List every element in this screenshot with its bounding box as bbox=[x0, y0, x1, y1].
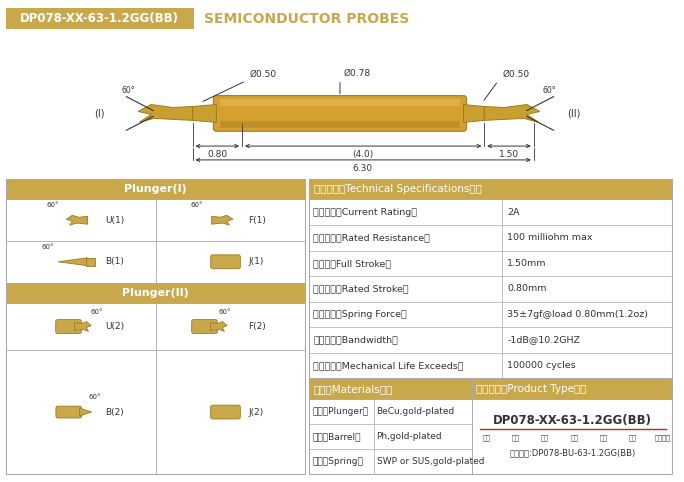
Polygon shape bbox=[58, 258, 88, 266]
Text: 额定电流（Current Rating）: 额定电流（Current Rating） bbox=[313, 208, 417, 217]
Text: 材质（Materials）：: 材质（Materials）： bbox=[313, 384, 393, 394]
Text: Ø0.78: Ø0.78 bbox=[344, 69, 371, 78]
Polygon shape bbox=[464, 105, 484, 122]
Text: 频率带宽（Bandwidth）: 频率带宽（Bandwidth） bbox=[313, 335, 398, 345]
Text: 针头材质: 针头材质 bbox=[655, 434, 670, 441]
Text: DP078-XX-63-1.2GG(BB): DP078-XX-63-1.2GG(BB) bbox=[493, 414, 652, 427]
Text: (I): (I) bbox=[94, 108, 105, 119]
Text: 额定行程（Rated Stroke）: 额定行程（Rated Stroke） bbox=[313, 284, 409, 294]
Text: SEMICONDUCTOR PROBES: SEMICONDUCTOR PROBES bbox=[205, 12, 410, 26]
FancyBboxPatch shape bbox=[211, 255, 240, 268]
Text: 60°: 60° bbox=[46, 202, 59, 208]
Polygon shape bbox=[211, 215, 233, 225]
Text: 60°: 60° bbox=[219, 308, 231, 315]
Text: 1.50mm: 1.50mm bbox=[507, 259, 547, 268]
Text: J(2): J(2) bbox=[248, 408, 263, 416]
Polygon shape bbox=[75, 321, 91, 332]
Text: 100 milliohm max: 100 milliohm max bbox=[507, 233, 592, 242]
Polygon shape bbox=[211, 321, 227, 332]
Text: 满行程（Full Stroke）: 满行程（Full Stroke） bbox=[313, 259, 391, 268]
Text: 额定电阻（Rated Resistance）: 额定电阻（Rated Resistance） bbox=[313, 233, 430, 242]
FancyBboxPatch shape bbox=[211, 405, 240, 419]
Text: F(1): F(1) bbox=[248, 216, 266, 225]
Bar bbox=[5, 179, 305, 474]
Text: 规格: 规格 bbox=[512, 434, 520, 441]
Text: Plunger(II): Plunger(II) bbox=[122, 288, 189, 298]
Polygon shape bbox=[79, 408, 92, 416]
Text: U(2): U(2) bbox=[105, 322, 124, 331]
Text: 0.80: 0.80 bbox=[207, 150, 227, 159]
Text: 6.30: 6.30 bbox=[353, 164, 373, 173]
Bar bbox=[309, 179, 672, 474]
Text: 弹力: 弹力 bbox=[600, 434, 607, 441]
Text: 技术要求（Technical Specifications）：: 技术要求（Technical Specifications）： bbox=[314, 184, 482, 194]
Text: 0.80mm: 0.80mm bbox=[507, 284, 547, 294]
FancyBboxPatch shape bbox=[55, 320, 81, 334]
Polygon shape bbox=[138, 105, 193, 122]
Text: SWP or SUS,gold-plated: SWP or SUS,gold-plated bbox=[377, 457, 484, 467]
Text: (4.0): (4.0) bbox=[352, 150, 373, 159]
Text: 系列: 系列 bbox=[482, 434, 490, 441]
Text: 额定弹力（Spring Force）: 额定弹力（Spring Force） bbox=[313, 310, 407, 319]
Bar bbox=[220, 121, 460, 128]
Text: 针管（Barrel）: 针管（Barrel） bbox=[313, 432, 360, 442]
Bar bbox=[5, 8, 194, 29]
Polygon shape bbox=[484, 105, 540, 122]
Text: 100000 cycles: 100000 cycles bbox=[507, 361, 576, 370]
Text: -1dB@10.2GHZ: -1dB@10.2GHZ bbox=[507, 335, 580, 345]
Text: B(1): B(1) bbox=[105, 257, 124, 266]
Bar bbox=[309, 179, 672, 200]
Text: 60°: 60° bbox=[88, 394, 101, 400]
Text: 成品型号（Product Type）：: 成品型号（Product Type）： bbox=[477, 384, 587, 394]
Text: 针头（Plunger）: 针头（Plunger） bbox=[313, 407, 369, 416]
Text: 镜金: 镜金 bbox=[629, 434, 637, 441]
Polygon shape bbox=[66, 215, 88, 225]
Text: 测试寿命（Mechanical Life Exceeds）: 测试寿命（Mechanical Life Exceeds） bbox=[313, 361, 464, 370]
Text: 订购举例:DP078-BU-63-1.2GG(BB): 订购举例:DP078-BU-63-1.2GG(BB) bbox=[509, 448, 635, 457]
Text: F(2): F(2) bbox=[248, 322, 266, 331]
Text: 60°: 60° bbox=[191, 202, 203, 208]
Polygon shape bbox=[86, 258, 96, 266]
Text: 60°: 60° bbox=[542, 86, 556, 94]
Bar bbox=[309, 378, 473, 399]
FancyBboxPatch shape bbox=[213, 95, 466, 131]
Text: Plunger(I): Plunger(I) bbox=[124, 184, 187, 194]
Text: 总长: 总长 bbox=[570, 434, 578, 441]
Text: 1.50: 1.50 bbox=[499, 150, 519, 159]
Bar bbox=[5, 282, 305, 303]
Text: U(1): U(1) bbox=[105, 216, 124, 225]
Text: (II): (II) bbox=[568, 108, 581, 119]
Text: 2A: 2A bbox=[507, 208, 520, 217]
Text: 60°: 60° bbox=[90, 308, 103, 315]
Text: Ø0.50: Ø0.50 bbox=[250, 70, 277, 79]
Bar bbox=[220, 99, 460, 106]
Text: BeCu,gold-plated: BeCu,gold-plated bbox=[377, 407, 455, 416]
FancyBboxPatch shape bbox=[192, 320, 218, 334]
FancyBboxPatch shape bbox=[56, 406, 81, 418]
Bar bbox=[473, 378, 672, 399]
Text: Ø0.50: Ø0.50 bbox=[502, 70, 529, 79]
Text: 头型: 头型 bbox=[541, 434, 549, 441]
Text: DP078-XX-63-1.2GG(BB): DP078-XX-63-1.2GG(BB) bbox=[20, 12, 179, 25]
Polygon shape bbox=[193, 105, 216, 122]
Text: J(1): J(1) bbox=[248, 257, 263, 266]
Text: B(2): B(2) bbox=[105, 408, 124, 416]
Text: 弹簧（Spring）: 弹簧（Spring） bbox=[313, 457, 363, 467]
Text: 60°: 60° bbox=[41, 244, 53, 250]
Bar bbox=[5, 179, 305, 200]
Text: Ph,gold-plated: Ph,gold-plated bbox=[377, 432, 442, 442]
Text: 35±7gf@load 0.80mm(1.2oz): 35±7gf@load 0.80mm(1.2oz) bbox=[507, 310, 648, 319]
Text: 60°: 60° bbox=[122, 86, 135, 94]
